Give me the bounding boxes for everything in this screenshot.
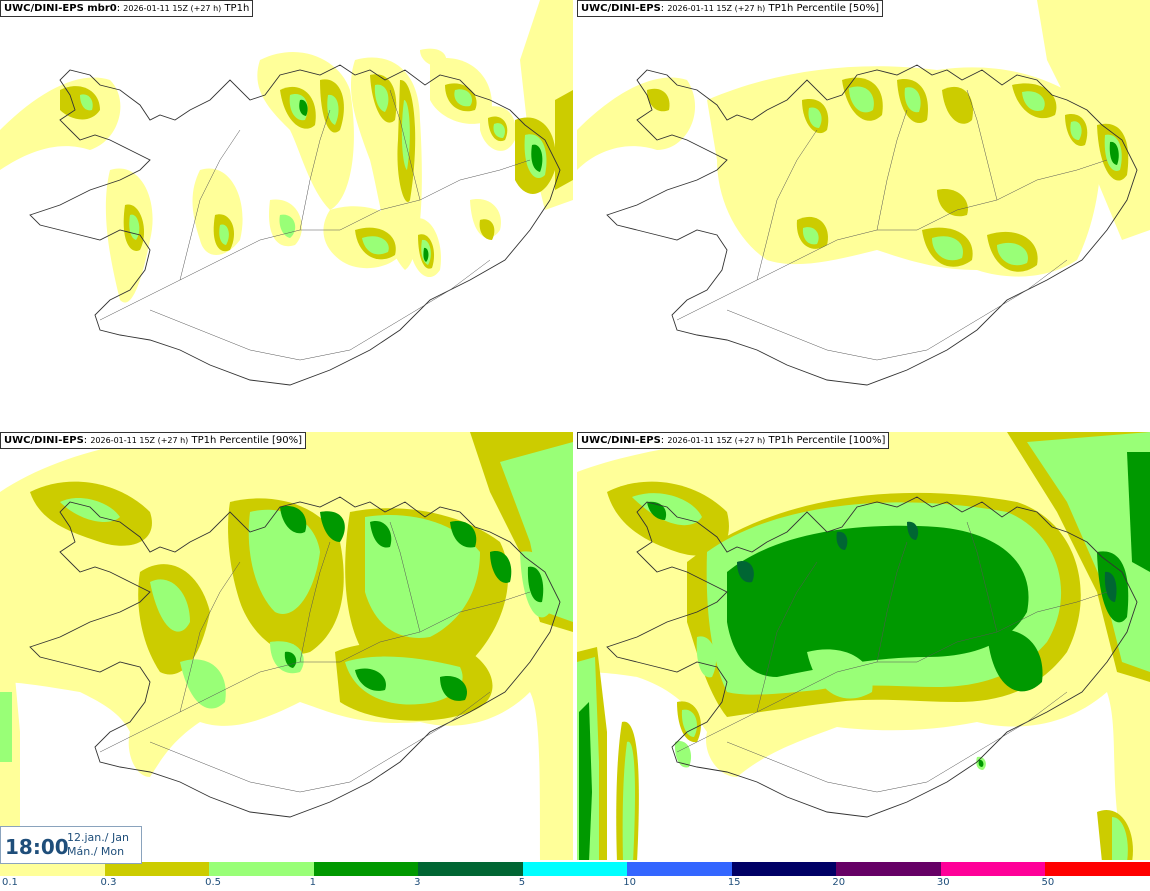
legend-label: 3 [414,877,421,888]
map-panel-p100: UWC/DINI-EPS: 2026-01-11 15Z (+27 h) TP1… [577,432,1150,860]
iceland-coastline [29,64,561,386]
precip-field [577,432,1150,860]
panel-divider-horizontal [0,428,1150,432]
color-legend: 0.1 0.3 0.5 1 3 5 10 15 20 30 50 [0,862,1150,891]
legend-swatch [313,862,419,876]
precip-map [577,0,1150,386]
legend-color-bar [0,862,1150,876]
legend-swatch [0,862,105,876]
legend-swatch [731,862,837,876]
legend-swatch [627,862,732,876]
precip-field [0,0,573,303]
legend-label: 0.1 [2,877,18,888]
valid-time-box: 18:00 12.jan./ Jan Mán./ Mon [0,826,142,864]
road-network [676,521,1108,793]
legend-label: 50 [1041,877,1055,888]
legend-label: 15 [727,877,741,888]
panel-title: UWC/DINI-EPS: 2026-01-11 15Z (+27 h) TP1… [577,0,884,17]
legend-swatch [522,862,628,876]
precip-field [0,432,573,860]
iceland-coastline [606,496,1138,818]
precip-map [577,432,1150,860]
valid-date-line1: 12.jan./ Jan [67,831,129,844]
road-network [676,89,1108,361]
map-panel-p90: UWC/DINI-EPS: 2026-01-11 15Z (+27 h) TP1… [0,432,573,860]
legend-label: 10 [623,877,636,888]
panel-title: UWC/DINI-EPS: 2026-01-11 15Z (+27 h) TP1… [577,432,890,449]
precip-map [0,0,573,386]
legend-label: 20 [832,877,846,888]
road-network [99,89,531,361]
legend-label: 0.3 [100,877,117,888]
legend-label: 30 [936,877,950,888]
iceland-coastline [606,64,1138,386]
iceland-coastline [29,496,561,818]
precip-field [577,0,1150,277]
legend-label: 5 [518,877,526,888]
valid-date-line2: Mán./ Mon [67,845,125,858]
legend-swatch [104,862,210,876]
valid-date: 12.jan./ Jan Mán./ Mon [67,831,129,859]
legend-swatch [1045,862,1150,876]
legend-swatch [209,862,314,876]
map-panel-p50: UWC/DINI-EPS: 2026-01-11 15Z (+27 h) TP1… [577,0,1150,428]
legend-label: 1 [309,877,316,888]
valid-time: 18:00 [5,835,69,859]
legend-label: 0.5 [205,877,221,888]
panel-title: UWC/DINI-EPS mbr0: 2026-01-11 15Z (+27 h… [0,0,254,17]
legend-swatch [836,862,941,876]
panel-title: UWC/DINI-EPS: 2026-01-11 15Z (+27 h) TP1… [0,432,307,449]
legend-swatch [418,862,523,876]
precip-map [0,432,573,860]
map-panel-member0: UWC/DINI-EPS mbr0: 2026-01-11 15Z (+27 h… [0,0,573,428]
road-network [99,521,531,793]
legend-swatch [940,862,1046,876]
